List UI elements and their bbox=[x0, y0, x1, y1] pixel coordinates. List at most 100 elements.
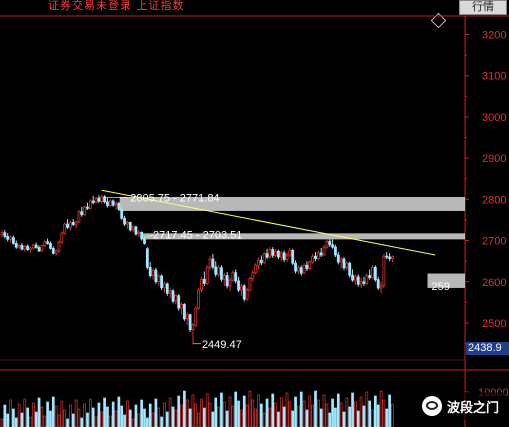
volume-bar bbox=[140, 399, 143, 427]
volume-bar bbox=[311, 404, 314, 427]
candle-body bbox=[291, 250, 295, 264]
volume-bar bbox=[217, 406, 220, 427]
volume-bar bbox=[319, 408, 323, 427]
candle-body bbox=[351, 274, 354, 281]
candle-body bbox=[282, 252, 286, 260]
volume-bar bbox=[183, 390, 186, 427]
volume-bar bbox=[208, 402, 212, 427]
volume-bar bbox=[282, 406, 286, 427]
volume-bar bbox=[106, 406, 109, 427]
volume-bar bbox=[29, 416, 32, 427]
volume-bar bbox=[151, 412, 155, 427]
candle-body bbox=[17, 245, 21, 248]
candle-body bbox=[163, 283, 166, 288]
volume-bar bbox=[20, 412, 24, 427]
candle-body bbox=[14, 243, 18, 248]
volume-bar bbox=[242, 395, 246, 427]
volume-bar bbox=[245, 404, 249, 427]
volume-bar bbox=[234, 391, 238, 427]
volume-bar bbox=[265, 398, 269, 427]
volume-bar bbox=[123, 414, 126, 427]
volume-bar bbox=[14, 417, 18, 427]
volume-bar bbox=[63, 409, 67, 427]
volume-bar bbox=[6, 413, 10, 427]
candle-body bbox=[34, 244, 38, 248]
volume-bar bbox=[388, 394, 391, 427]
candle-body bbox=[165, 283, 169, 294]
volume-bar bbox=[225, 410, 229, 427]
volume-bar bbox=[371, 409, 374, 427]
volume-bar bbox=[111, 401, 115, 427]
volume-bar bbox=[214, 397, 218, 427]
candle-body bbox=[0, 232, 4, 235]
candle-body bbox=[277, 250, 280, 258]
volume-bar bbox=[188, 408, 192, 427]
candle-body bbox=[271, 249, 275, 256]
volume-bar bbox=[49, 410, 52, 427]
low-label: 2449.47 bbox=[202, 339, 242, 351]
y-tick-label: 3100 bbox=[482, 71, 506, 83]
candle-body bbox=[3, 232, 7, 237]
candle-body bbox=[311, 255, 315, 263]
volume-bar bbox=[74, 399, 78, 427]
candle-body bbox=[234, 272, 238, 282]
volume-bar bbox=[77, 408, 81, 427]
volume-bar bbox=[60, 400, 64, 427]
candle-body bbox=[154, 269, 158, 283]
quote-button[interactable]: 行情 bbox=[459, 0, 507, 15]
candle-body bbox=[60, 232, 64, 243]
candle-body bbox=[171, 290, 175, 302]
volume-bar bbox=[100, 411, 104, 427]
volume-bar bbox=[257, 394, 260, 427]
candle-body bbox=[91, 200, 95, 204]
volume-bar bbox=[291, 410, 295, 427]
candle-body bbox=[69, 222, 72, 228]
volume-bar bbox=[180, 404, 183, 427]
candle-body bbox=[100, 196, 104, 202]
candle-body bbox=[77, 211, 81, 223]
candle-body bbox=[353, 276, 357, 281]
candle-body bbox=[26, 245, 30, 251]
volume-bar bbox=[231, 405, 235, 427]
candle-body bbox=[63, 223, 67, 234]
volume-bar bbox=[46, 401, 49, 427]
candle-body bbox=[148, 266, 152, 276]
candle-body bbox=[123, 217, 126, 225]
volume-bar bbox=[362, 405, 366, 427]
volume-bar bbox=[148, 403, 152, 427]
volume-bar bbox=[26, 407, 29, 427]
candle-body bbox=[197, 289, 201, 309]
candle-body bbox=[211, 258, 215, 268]
candle-body bbox=[6, 236, 10, 240]
candle-body bbox=[208, 258, 212, 268]
candle-body bbox=[160, 275, 164, 288]
volume-bar bbox=[331, 398, 334, 427]
volume-bar bbox=[91, 407, 95, 427]
candle-body bbox=[137, 231, 141, 235]
candle-body bbox=[373, 266, 377, 281]
wechat-icon bbox=[422, 396, 442, 416]
price-zone-0 bbox=[119, 196, 465, 211]
volume-bar bbox=[160, 416, 163, 427]
volume-bar bbox=[51, 396, 55, 427]
candle-body bbox=[103, 196, 106, 203]
candle-body bbox=[108, 200, 112, 206]
y-tick-label: 3000 bbox=[482, 112, 506, 124]
mid-zone-pointer bbox=[147, 234, 154, 238]
volume-bar bbox=[228, 396, 232, 427]
candle-body bbox=[391, 256, 394, 260]
volume-bar bbox=[342, 411, 346, 427]
volume-bar bbox=[374, 395, 377, 427]
volume-bar bbox=[3, 404, 7, 427]
volume-bar bbox=[277, 411, 280, 427]
title-bar: 证券交易未登录 上证指数 行情 bbox=[0, 0, 509, 15]
volume-bar bbox=[137, 413, 141, 427]
volume-bar bbox=[240, 409, 243, 427]
candle-body bbox=[66, 223, 69, 228]
candle-body bbox=[88, 200, 92, 209]
candle-body bbox=[328, 240, 332, 246]
volume-bar bbox=[37, 397, 41, 427]
volume-bar bbox=[69, 404, 72, 427]
candle-body bbox=[194, 307, 198, 326]
